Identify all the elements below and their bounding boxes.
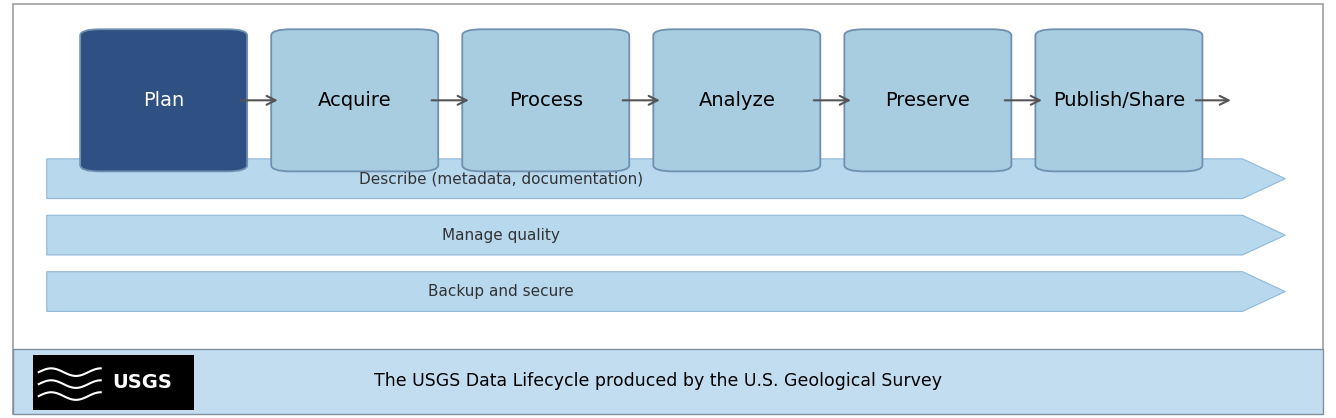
FancyBboxPatch shape [653, 29, 820, 171]
FancyBboxPatch shape [462, 29, 629, 171]
FancyBboxPatch shape [33, 355, 194, 410]
Text: Plan: Plan [143, 91, 184, 110]
FancyBboxPatch shape [80, 29, 247, 171]
Text: USGS: USGS [112, 373, 172, 392]
FancyBboxPatch shape [844, 29, 1011, 171]
Text: Backup and secure: Backup and secure [429, 284, 574, 299]
Text: Publish/Share: Publish/Share [1053, 91, 1185, 110]
FancyBboxPatch shape [1035, 29, 1202, 171]
Text: Preserve: Preserve [886, 91, 970, 110]
Polygon shape [47, 159, 1285, 199]
Polygon shape [47, 215, 1285, 255]
Text: Process: Process [509, 91, 582, 110]
FancyBboxPatch shape [271, 29, 438, 171]
Text: Analyze: Analyze [699, 91, 775, 110]
Text: Describe (metadata, documentation): Describe (metadata, documentation) [359, 171, 643, 186]
Text: Acquire: Acquire [318, 91, 391, 110]
FancyBboxPatch shape [13, 349, 1323, 414]
Text: The USGS Data Lifecycle produced by the U.S. Geological Survey: The USGS Data Lifecycle produced by the … [374, 372, 942, 390]
FancyBboxPatch shape [13, 4, 1323, 414]
Polygon shape [47, 272, 1285, 311]
Text: Manage quality: Manage quality [442, 228, 560, 242]
